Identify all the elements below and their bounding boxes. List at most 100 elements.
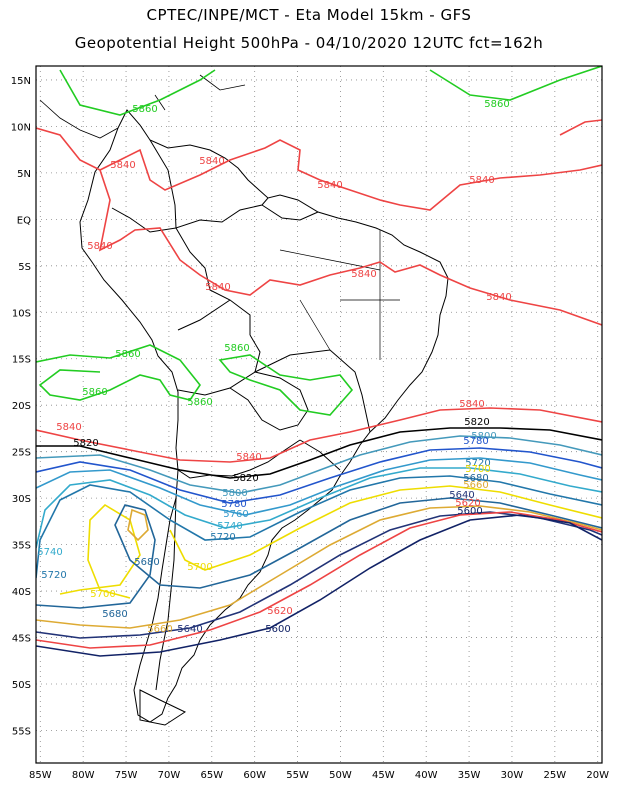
contour-label-5860: 5860 bbox=[187, 397, 212, 408]
contour-labels: 5860 5860 5860 5860 5860 5860 5840 5840 5840 5840… bbox=[37, 99, 511, 635]
contour-5840-south bbox=[36, 407, 602, 463]
contour-label-5820: 5820 bbox=[73, 438, 98, 449]
coastline-pacific bbox=[79, 109, 449, 723]
contour-label-5640: 5640 bbox=[449, 490, 474, 501]
contour-label-5820: 5820 bbox=[464, 417, 489, 428]
contour-label-5680: 5680 bbox=[102, 609, 127, 620]
contour-label-5700: 5700 bbox=[90, 589, 115, 600]
longitude-label: 75W bbox=[115, 770, 138, 781]
contour-label-5760: 5760 bbox=[223, 509, 248, 520]
longitude-label: 30W bbox=[501, 770, 524, 781]
border-brazil-south bbox=[254, 349, 371, 433]
map-title-line-2: Geopotential Height 500hPa - 04/10/2020 … bbox=[74, 34, 544, 52]
contour-5740 bbox=[36, 467, 602, 549]
contour-label-5720: 5720 bbox=[465, 458, 490, 469]
latitude-labels: 15N 10N 5N EQ 5S 10S 15S 20S 25S 30S 35S 40S 45S 50S 5… bbox=[11, 76, 31, 738]
contour-5600 bbox=[36, 514, 602, 657]
brazil-inner-states bbox=[279, 230, 400, 360]
border-brazil-north bbox=[261, 204, 319, 221]
contour-5680 bbox=[36, 497, 602, 609]
contour-label-5860: 5860 bbox=[115, 349, 140, 360]
contour-5820 bbox=[36, 427, 602, 479]
contour-5840-north bbox=[36, 119, 602, 326]
longitude-label: 45W bbox=[372, 770, 395, 781]
contour-label-5680: 5680 bbox=[463, 473, 488, 484]
contour-label-5860: 5860 bbox=[224, 343, 249, 354]
contour-label-5840: 5840 bbox=[56, 422, 81, 433]
contour-label-5840: 5840 bbox=[351, 269, 376, 280]
latitude-label: 50S bbox=[12, 680, 31, 691]
tierra-del-fuego bbox=[139, 689, 187, 726]
latitude-label: 5N bbox=[17, 169, 31, 180]
contour-label-5720: 5720 bbox=[210, 532, 235, 543]
contour-5660 bbox=[36, 505, 602, 629]
contour-label-5840: 5840 bbox=[110, 160, 135, 171]
contour-label-5640: 5640 bbox=[177, 624, 202, 635]
contour-label-5860: 5860 bbox=[484, 99, 509, 110]
contour-label-5860: 5860 bbox=[132, 104, 157, 115]
contour-5760 bbox=[36, 457, 602, 516]
contour-label-5840: 5840 bbox=[486, 292, 511, 303]
contour-5800 bbox=[36, 435, 602, 494]
caribbean-coast bbox=[39, 74, 246, 139]
contour-label-5840: 5840 bbox=[199, 156, 224, 167]
country-borders bbox=[39, 74, 449, 726]
latitude-label: 40S bbox=[12, 587, 31, 598]
longitude-label: 85W bbox=[29, 770, 52, 781]
border-uruguay bbox=[299, 439, 341, 471]
longitude-label: 25W bbox=[544, 770, 567, 781]
longitude-label: 35W bbox=[458, 770, 481, 781]
border-bolivia bbox=[177, 299, 261, 396]
longitude-label: 40W bbox=[415, 770, 438, 781]
longitude-labels: 85W 80W 75W 70W 65W 60W 55W 50W 45W 40W 35W 30W 25W 2… bbox=[29, 770, 609, 781]
contour-label-5700: 5700 bbox=[187, 562, 212, 573]
contour-label-5620: 5620 bbox=[267, 606, 292, 617]
contour-5720 bbox=[36, 475, 602, 579]
contour-5780 bbox=[36, 447, 602, 504]
longitude-label: 80W bbox=[72, 770, 95, 781]
contour-label-5660: 5660 bbox=[463, 480, 488, 491]
latitude-label: 35S bbox=[12, 541, 31, 552]
contour-label-5600: 5600 bbox=[265, 624, 290, 635]
longitude-label: 70W bbox=[158, 770, 181, 781]
contour-lines bbox=[36, 66, 602, 657]
contour-label-5840: 5840 bbox=[469, 175, 494, 186]
contour-label-5800: 5800 bbox=[471, 431, 496, 442]
contour-label-5840: 5840 bbox=[317, 180, 342, 191]
contour-5860-north bbox=[59, 66, 602, 116]
contour-label-5840: 5840 bbox=[87, 241, 112, 252]
latitude-label: 55S bbox=[12, 726, 31, 737]
contour-5700 bbox=[59, 485, 602, 599]
map-frame bbox=[35, 65, 603, 764]
latitude-label: EQ bbox=[17, 215, 31, 226]
latitude-label: 5S bbox=[18, 262, 31, 273]
contour-5620 bbox=[36, 511, 602, 649]
contour-label-5600: 5600 bbox=[457, 506, 482, 517]
contour-label-5660: 5660 bbox=[147, 624, 172, 635]
contour-label-5740: 5740 bbox=[217, 521, 242, 532]
longitude-label: 20W bbox=[586, 770, 609, 781]
longitude-label: 55W bbox=[286, 770, 309, 781]
contour-label-5740: 5740 bbox=[37, 547, 62, 558]
latitude-label: 45S bbox=[12, 634, 31, 645]
contour-label-5820: 5820 bbox=[233, 473, 258, 484]
contour-label-5780: 5780 bbox=[463, 436, 488, 447]
latitude-label: 20S bbox=[12, 401, 31, 412]
border-colombia-peru bbox=[111, 207, 177, 233]
contour-5860-central bbox=[36, 344, 354, 416]
contour-label-5840: 5840 bbox=[459, 399, 484, 410]
contour-label-5720: 5720 bbox=[41, 570, 66, 581]
latitude-label: 30S bbox=[12, 494, 31, 505]
contour-label-5700: 5700 bbox=[465, 464, 490, 475]
map-title-line-1: CPTEC/INPE/MCT - Eta Model 15km - GFS bbox=[146, 6, 472, 24]
border-peru-brazil bbox=[175, 227, 251, 335]
latitude-label: 10N bbox=[11, 122, 31, 133]
border-colombia-venezuela bbox=[149, 139, 269, 229]
contour-label-5860: 5860 bbox=[82, 387, 107, 398]
contour-label-5620: 5620 bbox=[455, 498, 480, 509]
latitude-label: 15S bbox=[12, 355, 31, 366]
border-paraguay bbox=[229, 371, 309, 431]
latitude-label: 15N bbox=[11, 76, 31, 87]
contour-label-5800: 5800 bbox=[222, 488, 247, 499]
